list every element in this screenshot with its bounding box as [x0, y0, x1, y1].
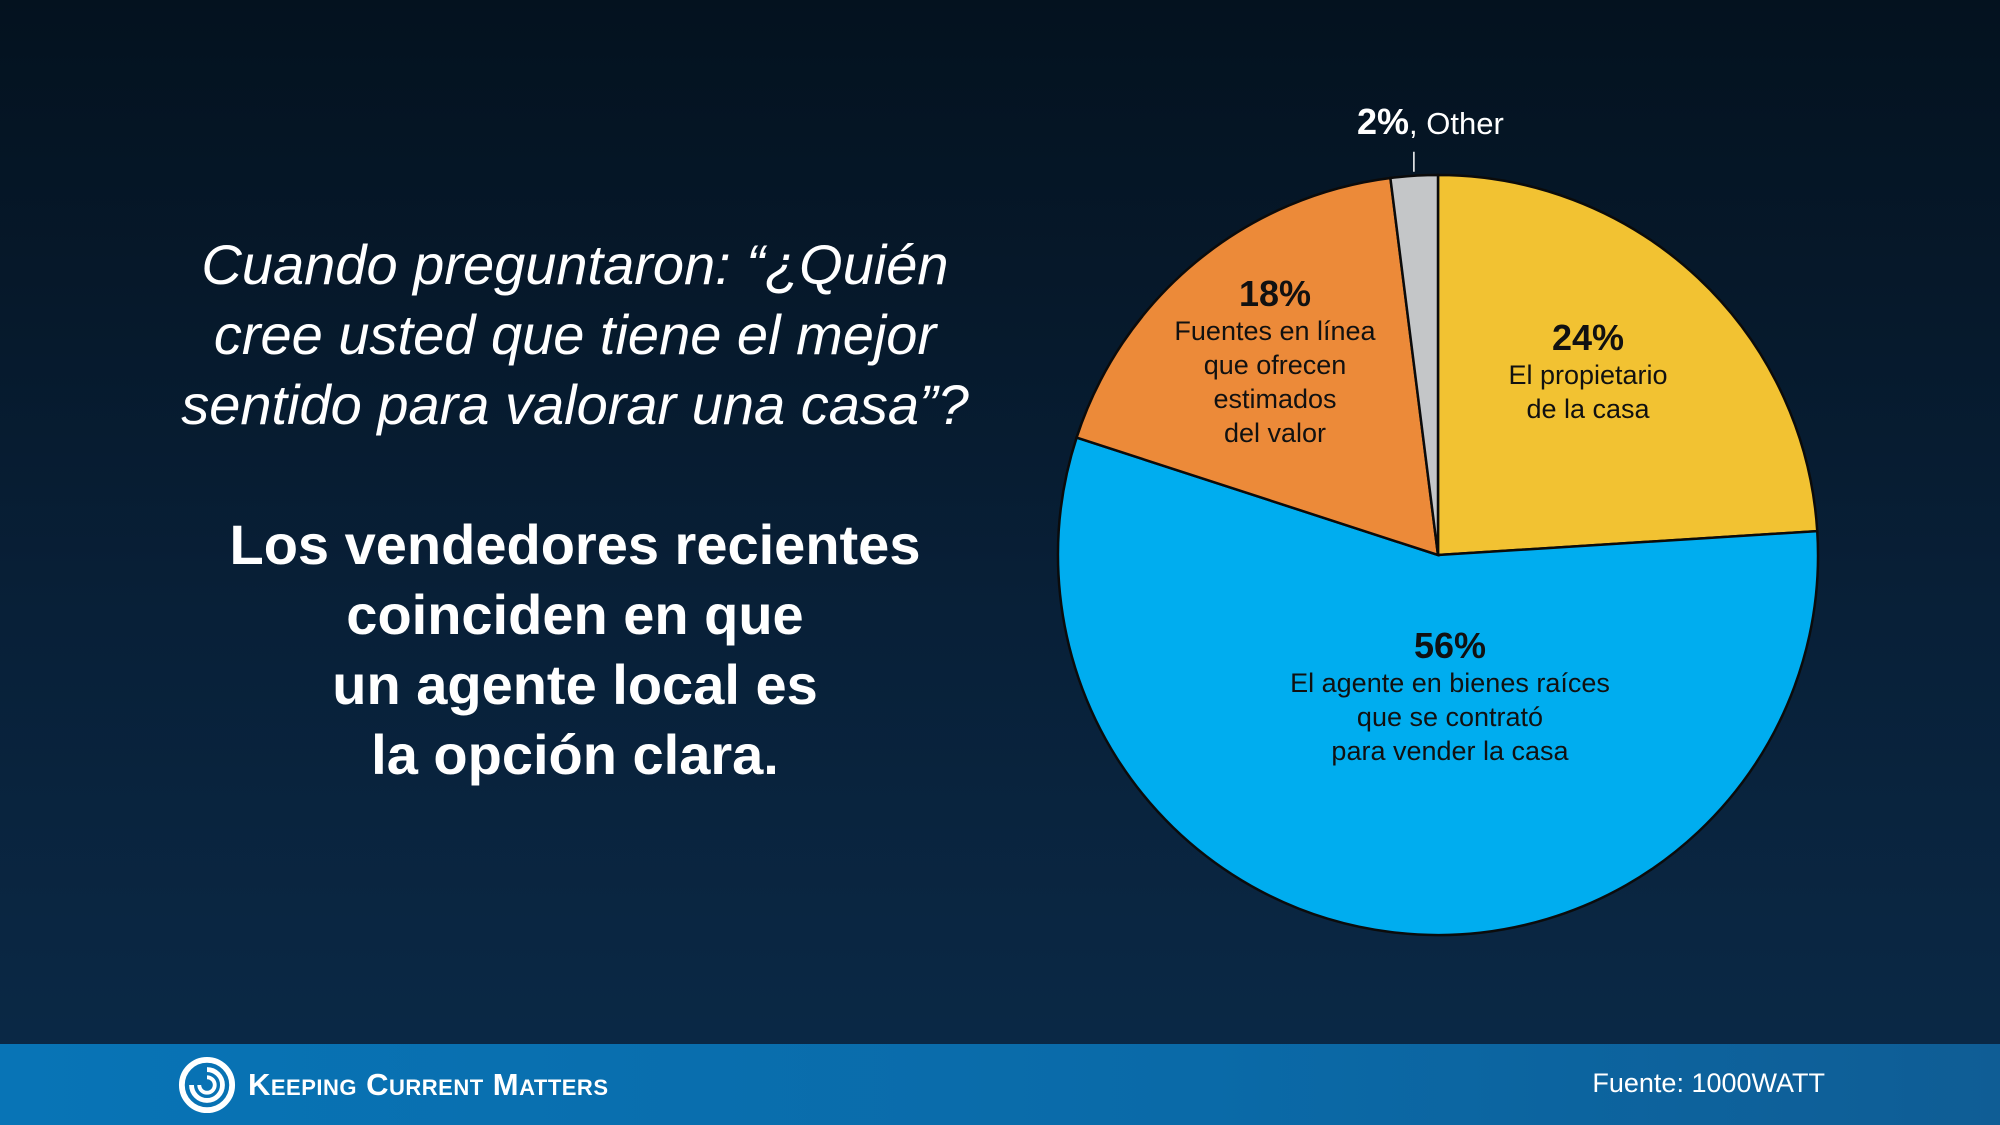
brand-logo: Keeping Current Matters	[178, 1056, 609, 1114]
slice-category-label: El propietario	[1508, 360, 1667, 390]
slice-percent-label: 2%	[1357, 101, 1409, 142]
pie-chart: 24%El propietario de la casa 56%El agente …	[1056, 101, 1820, 937]
swirl-icon	[178, 1056, 236, 1114]
slice-category-label: estimados	[1213, 384, 1336, 414]
footer-bar: Keeping Current Matters Fuente: 1000WATT	[0, 1044, 2000, 1125]
slice-category-label: para vender la casa	[1331, 736, 1569, 766]
slide-text: Cuando preguntaron: “¿Quién cree usted q…	[110, 230, 1040, 790]
pie-slice	[1436, 173, 1819, 557]
slice-category-label: de la casa	[1526, 394, 1650, 424]
pie-slice	[1075, 176, 1440, 557]
slice-percent-label: 24%	[1552, 317, 1624, 358]
slice-percent-label: 18%	[1239, 273, 1311, 314]
slice-percent-label: 56%	[1414, 625, 1486, 666]
slice-category-label: El agente en bienes raíces	[1290, 668, 1610, 698]
source-note: Fuente: 1000WATT	[1592, 1068, 1825, 1098]
brand-name: Keeping Current Matters	[248, 1067, 609, 1102]
pie-slice	[1056, 435, 1820, 937]
slice-category-label: que ofrecen	[1204, 350, 1347, 380]
slice-category-label: Fuentes en línea	[1174, 316, 1376, 346]
slice-category-label: que se contrató	[1357, 702, 1543, 732]
slice-other-label: 2%, Other	[1357, 101, 1504, 142]
slice-category-label: del valor	[1224, 418, 1326, 448]
pie-slice	[1388, 173, 1440, 556]
survey-question: Cuando preguntaron: “¿Quién cree usted q…	[181, 233, 969, 436]
headline-statement: Los vendedores recientes coinciden en qu…	[229, 513, 921, 786]
slice-category-label: , Other	[1409, 106, 1504, 141]
